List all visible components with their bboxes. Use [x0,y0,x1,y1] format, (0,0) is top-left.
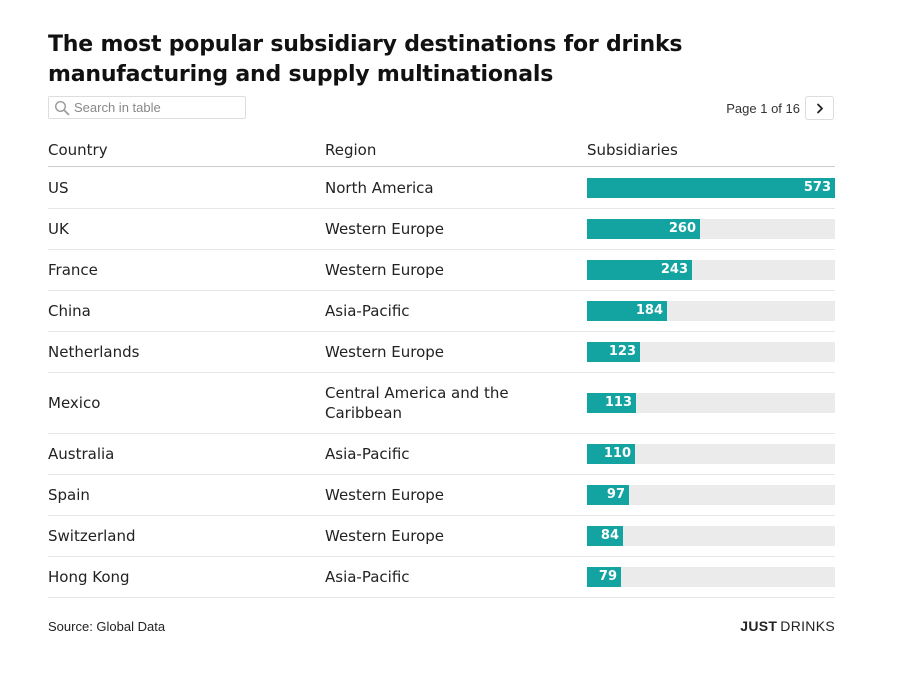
country-cell: Hong Kong [48,568,130,586]
bar: 110 [587,444,635,464]
bar: 79 [587,567,621,587]
country-cell: Switzerland [48,527,136,545]
bar: 243 [587,260,692,280]
search-icon [54,100,70,116]
region-cell: Western Europe [325,343,445,361]
bar-value-label: 573 [803,180,831,195]
bar-value-label: 97 [606,487,625,502]
region-cell: Western Europe [325,220,445,238]
region-cell: Western Europe [325,261,445,279]
bar-value-label: 123 [608,344,636,359]
bar-track: 123 [587,342,835,362]
table-row: US North America 573 [48,168,835,209]
bar-track: 97 [587,485,835,505]
bar-track: 84 [587,526,835,546]
bar: 573 [587,178,835,198]
bar: 123 [587,342,640,362]
pagination-label: Page 1 of 16 [726,101,800,116]
region-cell: Asia-Pacific [325,302,410,320]
bar-value-label: 84 [600,528,619,543]
bar-track: 184 [587,301,835,321]
bar-value-label: 184 [635,303,663,318]
bar-track: 243 [587,260,835,280]
country-cell: Spain [48,486,90,504]
bar-value-label: 110 [603,446,631,461]
country-cell: France [48,261,98,279]
bar-track: 573 [587,178,835,198]
header-divider [48,166,835,167]
table-row: Netherlands Western Europe 123 [48,332,835,373]
table-row: Hong Kong Asia-Pacific 79 [48,557,835,598]
chevron-right-icon [817,103,823,114]
country-cell: Mexico [48,394,101,412]
table-row: Australia Asia-Pacific 110 [48,434,835,475]
page-title: The most popular subsidiary destinations… [48,32,683,87]
bar-value-label: 113 [604,395,632,410]
region-cell: Western Europe [325,486,445,504]
country-cell: Netherlands [48,343,140,361]
brand-logo-part2: DRINKS [780,618,835,634]
bar-track: 260 [587,219,835,239]
region-cell: Central America and the Caribbean [325,384,509,422]
bar-value-label: 243 [660,262,688,277]
bar: 184 [587,301,667,321]
brand-logo: JUST DRINKS [740,618,835,634]
brand-logo-part1: JUST [740,618,778,634]
region-cell: North America [325,179,434,197]
region-cell: Western Europe [325,527,445,545]
table-row: China Asia-Pacific 184 [48,291,835,332]
bar-track: 113 [587,393,835,413]
bar: 260 [587,219,700,239]
column-header-region[interactable]: Region [325,141,377,159]
country-cell: UK [48,220,69,238]
column-header-country[interactable]: Country [48,141,108,159]
bar: 84 [587,526,623,546]
country-cell: Australia [48,445,115,463]
table-row: Switzerland Western Europe 84 [48,516,835,557]
bar-value-label: 260 [668,221,696,236]
next-page-button[interactable] [805,96,834,120]
bar-track: 110 [587,444,835,464]
source-note: Source: Global Data [48,619,166,634]
country-cell: US [48,179,69,197]
country-cell: China [48,302,91,320]
bar: 97 [587,485,629,505]
region-cell: Asia-Pacific [325,568,410,586]
table-row: Spain Western Europe 97 [48,475,835,516]
table-row: UK Western Europe 260 [48,209,835,250]
bar: 113 [587,393,636,413]
table-row: France Western Europe 243 [48,250,835,291]
search-input[interactable] [74,97,242,118]
region-cell: Asia-Pacific [325,445,410,463]
table-row: Mexico Central America and the Caribbean 1… [48,373,835,434]
column-header-subsidiaries[interactable]: Subsidiaries [587,141,678,159]
bar-value-label: 79 [598,569,617,584]
search-box[interactable] [48,96,246,119]
bar-track: 79 [587,567,835,587]
